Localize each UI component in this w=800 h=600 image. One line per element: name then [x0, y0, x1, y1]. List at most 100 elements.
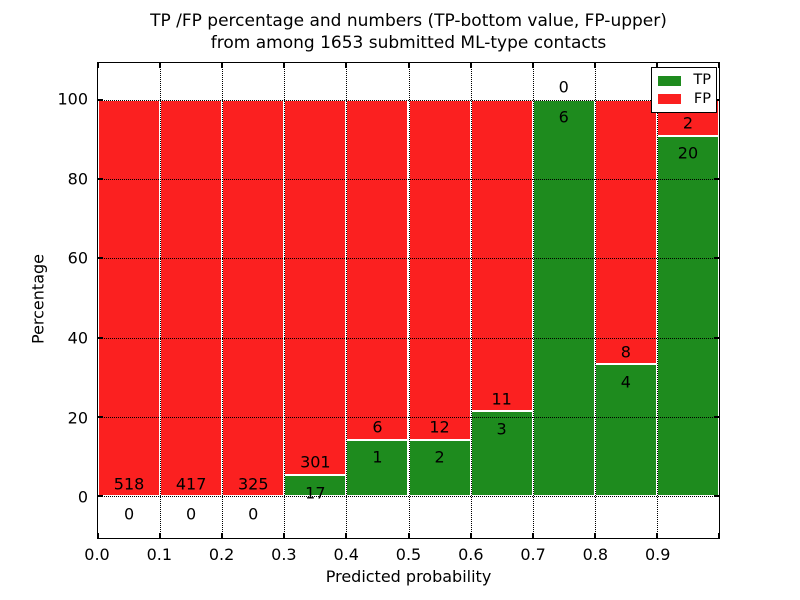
x-axis-label: Predicted probability: [325, 567, 492, 586]
bar-label-fp: 0: [558, 77, 569, 97]
bar-label-fp: 8: [620, 342, 631, 361]
bar-label-tp: 1: [372, 447, 383, 467]
x-tick-mark: [593, 533, 596, 538]
bar-label-tp: 0: [186, 504, 197, 524]
bar-label-fp: 12: [429, 417, 450, 437]
chart-title-line2: from among 1653 submitted ML-type contac…: [210, 33, 607, 53]
bar-segment-fp: [284, 99, 347, 476]
y-tick-label: 0: [77, 487, 88, 507]
x-tick-mark: [655, 533, 658, 538]
x-tick-mark: [97, 533, 99, 538]
bar-segment-tp: [408, 439, 471, 497]
bar-label-tp: 2: [434, 447, 445, 467]
legend-swatch-tp: [658, 75, 681, 86]
bar-label-tp: 20: [677, 143, 699, 163]
bar-label-fp: 11: [491, 389, 512, 409]
bar-segment-fp: [594, 99, 657, 365]
x-tick-mark: [469, 63, 472, 68]
x-tick-mark: [531, 63, 534, 68]
x-tick-label: 0.2: [208, 545, 235, 564]
x-tick-mark: [593, 63, 596, 68]
x-tick-mark: [97, 63, 99, 68]
bar-segment-tp: [346, 439, 409, 497]
bar-segment-fp: [222, 99, 285, 497]
bar-segment-fp: [160, 99, 223, 497]
x-tick-mark: [718, 533, 720, 538]
x-tick-mark: [469, 533, 472, 538]
gridline-vertical: [160, 63, 162, 538]
chart-title: TP /FP percentage and numbers (TP-bottom…: [9, 10, 800, 54]
bar-label-fp: 6: [372, 417, 383, 437]
gridline-vertical: [284, 63, 286, 538]
bar-label-fp: 2: [682, 113, 694, 133]
bar-segment-tp: [470, 411, 533, 497]
x-tick-mark: [283, 63, 286, 68]
bar-label-tp: 4: [620, 372, 631, 392]
x-tick-mark: [345, 63, 348, 68]
y-tick-mark: [98, 336, 103, 339]
bar-segment-fp: [98, 99, 161, 497]
y-tick-mark: [714, 257, 719, 260]
x-tick-mark: [159, 63, 162, 68]
bar-segment-fp: [408, 99, 471, 440]
y-tick-label: 60: [67, 248, 88, 268]
legend-swatch-fp: [658, 94, 681, 105]
y-tick-label: 40: [67, 328, 88, 348]
x-tick-mark: [407, 533, 410, 538]
bar-label-fp: 417: [175, 474, 207, 494]
x-tick-mark: [718, 63, 720, 68]
y-tick-mark: [98, 98, 103, 101]
y-tick-mark: [98, 495, 103, 498]
legend-entry: FP: [658, 90, 711, 107]
y-tick-mark: [714, 178, 719, 181]
bar-label-fp: 518: [113, 474, 145, 494]
x-tick-mark: [407, 63, 410, 68]
x-tick-mark: [159, 533, 162, 538]
x-tick-label: 0.9: [644, 545, 671, 564]
x-tick-label: 0.0: [84, 545, 110, 564]
x-tick-mark: [221, 63, 224, 68]
bar-segment-fp: [470, 99, 533, 412]
bar-label-tp: 0: [123, 504, 135, 524]
gridline-vertical: [532, 63, 534, 538]
bar-label-tp: 3: [496, 419, 507, 439]
x-tick-mark: [345, 533, 348, 538]
y-tick-mark: [714, 495, 719, 498]
gridline-vertical: [656, 63, 658, 538]
gridline-vertical: [470, 63, 472, 538]
y-tick-mark: [98, 416, 103, 419]
bar-label-fp: 325: [237, 474, 269, 494]
bar-segment-tp: [656, 135, 719, 497]
bar-segment-tp: [532, 99, 595, 497]
plot-area: 0 518 0 417 0 325 17 301 1 6 2 12 3 11 6 0 4 8 20 2: [97, 62, 720, 539]
x-tick-mark: [283, 533, 286, 538]
x-tick-label: 0.7: [520, 545, 546, 564]
legend-entry: TP: [658, 73, 711, 88]
x-tick-label: 0.8: [582, 545, 609, 564]
x-tick-label: 0.5: [395, 545, 422, 564]
legend-label: TP: [693, 72, 711, 89]
bar-label-fp: 301: [300, 452, 331, 472]
x-tick-label: 0.4: [333, 545, 359, 564]
gridline-vertical: [346, 63, 348, 538]
y-tick-label: 20: [67, 408, 88, 428]
legend-label: FP: [693, 90, 711, 107]
x-tick-label: 0.1: [146, 545, 173, 564]
y-tick-mark: [98, 257, 103, 260]
chart-title-line1: TP /FP percentage and numbers (TP-bottom…: [150, 11, 667, 31]
bar-segment-fp: [346, 99, 409, 440]
y-tick-mark: [714, 416, 719, 419]
bar-label-tp: 6: [558, 107, 569, 127]
x-tick-label: 0.6: [458, 545, 484, 564]
bar-label-tp: 17: [305, 483, 326, 503]
legend: TP FP: [651, 67, 717, 113]
gridline-vertical: [594, 63, 596, 538]
bar-label-tp: 0: [248, 504, 259, 524]
x-tick-mark: [531, 533, 534, 538]
y-tick-mark: [714, 336, 719, 339]
gridline-vertical: [408, 63, 410, 538]
y-tick-label: 80: [67, 169, 88, 189]
x-tick-label: 0.3: [271, 545, 297, 564]
x-tick-mark: [655, 63, 658, 68]
